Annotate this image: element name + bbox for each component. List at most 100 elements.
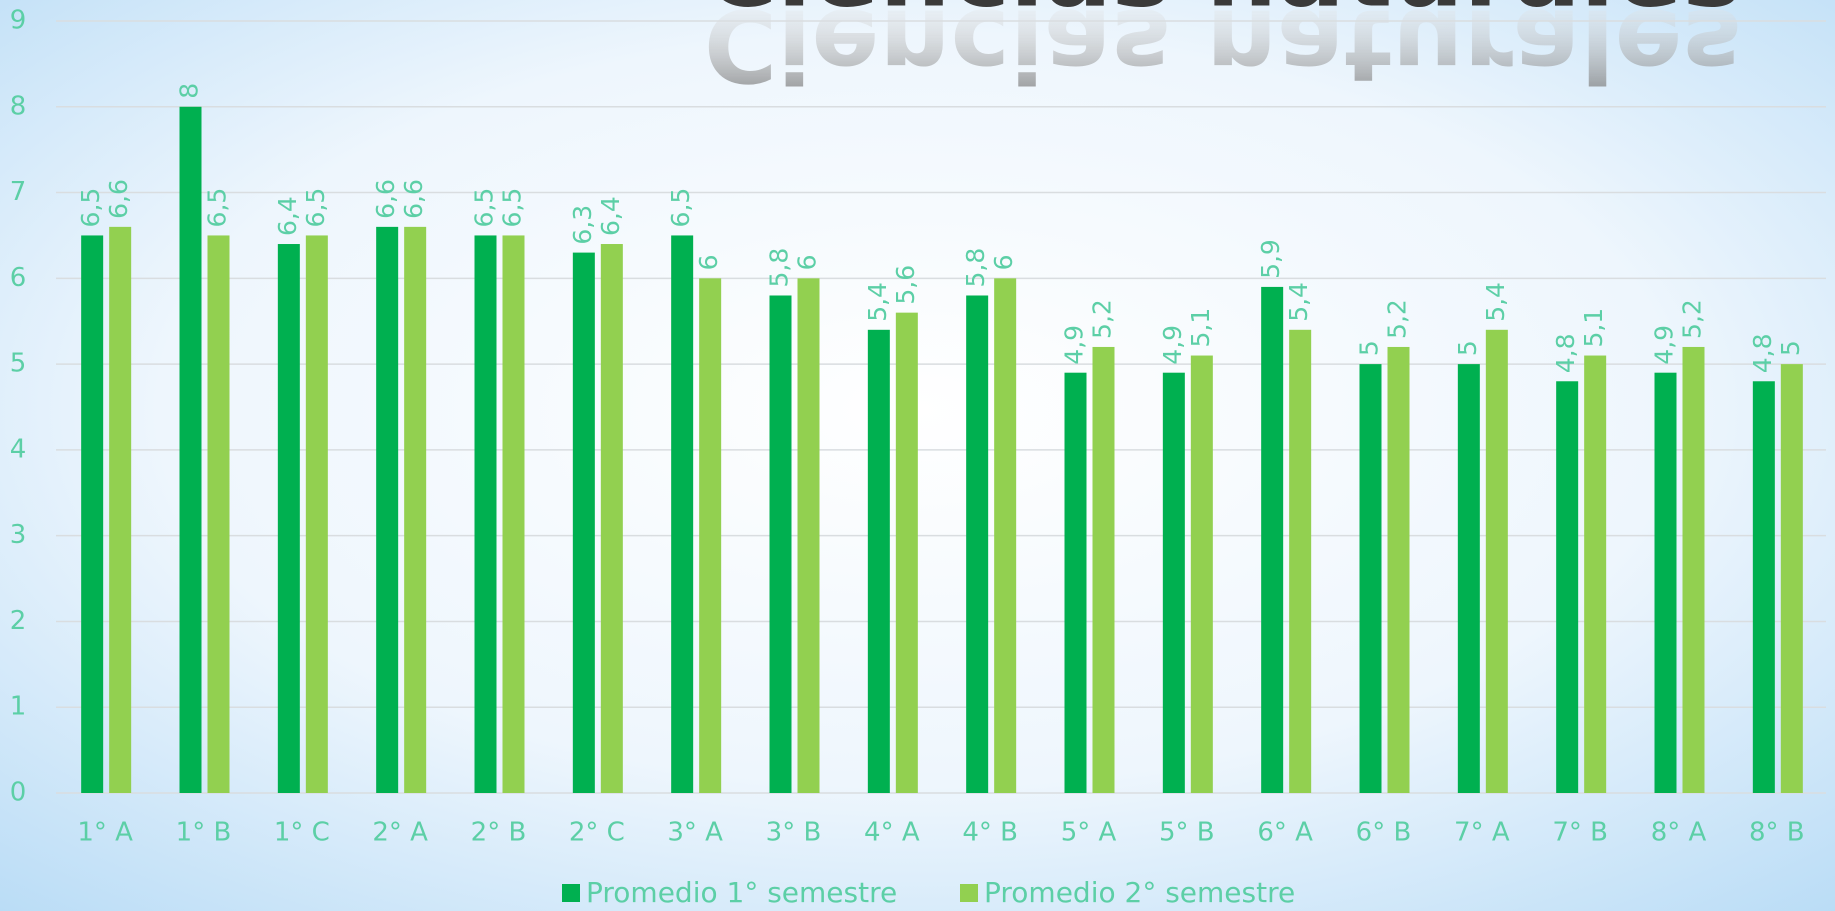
data-label: 5: [1355, 340, 1384, 356]
data-label: 6,5: [301, 188, 330, 228]
bar: [474, 235, 497, 793]
y-tick-label: 6: [10, 263, 27, 293]
bar: [1584, 355, 1607, 793]
data-label: 4,9: [1650, 325, 1679, 365]
bar: [994, 278, 1017, 793]
data-label: 4,9: [1060, 325, 1089, 365]
x-tick-label: 8° A: [1651, 818, 1707, 848]
bar: [1190, 355, 1213, 793]
data-label: 5,1: [1186, 308, 1215, 348]
y-tick-label: 0: [10, 778, 27, 808]
bar: [1780, 364, 1803, 793]
y-tick-label: 8: [10, 91, 27, 121]
x-tick-label: 6° A: [1257, 818, 1313, 848]
bar: [1556, 381, 1579, 793]
data-label: 5,4: [1481, 282, 1510, 322]
bar: [277, 244, 300, 793]
legend-label: Promedio 1° semestre: [586, 876, 897, 909]
bar: [1387, 346, 1410, 793]
data-label: 5,1: [1579, 308, 1608, 348]
data-label: 5,8: [961, 248, 990, 288]
legend-label: Promedio 2° semestre: [984, 876, 1295, 909]
x-tick-label: 2° A: [372, 818, 428, 848]
data-label: 6,3: [568, 205, 597, 245]
x-tick-label: 6° B: [1356, 818, 1412, 848]
bar: [572, 252, 595, 794]
data-label: 6,6: [371, 179, 400, 219]
x-tick-label: 7° A: [1454, 818, 1510, 848]
bar: [1064, 372, 1087, 793]
x-tick-label: 1° A: [77, 818, 133, 848]
legend-swatch: [960, 884, 978, 902]
bar: [376, 226, 399, 793]
x-tick-label: 2° C: [569, 818, 625, 848]
bar: [109, 226, 132, 793]
bar: [1457, 364, 1480, 793]
data-label: 4,9: [1158, 325, 1187, 365]
bar: [895, 312, 918, 793]
data-label: 6,4: [596, 196, 625, 236]
legend-swatch: [562, 884, 580, 902]
data-label: 5,2: [1678, 299, 1707, 339]
data-label: 6: [694, 254, 723, 270]
x-tick-label: 8° B: [1749, 818, 1805, 848]
x-tick-label: 2° B: [471, 818, 527, 848]
chart-title-reflection: Ciencias naturales: [704, 0, 1742, 104]
data-label: 6,5: [470, 188, 499, 228]
data-label: 6,5: [666, 188, 695, 228]
bar: [600, 244, 623, 793]
data-label: 5,2: [1383, 299, 1412, 339]
y-tick-label: 7: [10, 177, 27, 207]
data-label: 4,8: [1748, 334, 1777, 374]
data-label: 5,6: [891, 265, 920, 305]
data-label: 6,4: [273, 196, 302, 236]
data-label: 6: [989, 254, 1018, 270]
data-label: 4,8: [1551, 334, 1580, 374]
x-tick-label: 5° B: [1159, 818, 1215, 848]
bar: [1485, 329, 1508, 793]
bar: [966, 295, 989, 793]
x-tick-label: 4° A: [864, 818, 920, 848]
bar: [1752, 381, 1775, 793]
data-label: 5,8: [765, 248, 794, 288]
x-tick-label: 1° B: [176, 818, 232, 848]
x-tick-label: 1° C: [274, 818, 330, 848]
y-tick-label: 1: [10, 692, 27, 722]
y-tick-label: 9: [10, 6, 27, 36]
y-tick-label: 4: [10, 434, 27, 464]
data-label: 6,5: [203, 188, 232, 228]
data-label: 5: [1453, 340, 1482, 356]
x-tick-label: 3° B: [766, 818, 822, 848]
bar: [1289, 329, 1312, 793]
bar: [81, 235, 104, 793]
bar: [179, 106, 202, 794]
bar: [1092, 346, 1115, 793]
chart-title: Ciencias naturales: [704, 0, 1742, 29]
x-tick-label: 5° A: [1061, 818, 1117, 848]
data-label: 5,4: [1284, 282, 1313, 322]
bar: [404, 226, 427, 793]
data-label: 6,6: [399, 179, 428, 219]
bar: [207, 235, 230, 793]
y-tick-label: 5: [10, 349, 27, 379]
bar: [867, 329, 890, 793]
data-label: 5,9: [1256, 239, 1285, 279]
bar: [305, 235, 328, 793]
data-label: 5,4: [863, 282, 892, 322]
bar: [671, 235, 694, 793]
data-label: 8: [175, 83, 204, 99]
bar: [1261, 286, 1284, 793]
y-tick-label: 2: [10, 606, 27, 636]
bar: [502, 235, 525, 793]
bar: [769, 295, 792, 793]
x-tick-label: 4° B: [962, 818, 1018, 848]
data-label: 5,2: [1088, 299, 1117, 339]
bar: [797, 278, 820, 793]
y-tick-label: 3: [10, 520, 27, 550]
bar: [1162, 372, 1185, 793]
bar: [1682, 346, 1705, 793]
data-label: 5: [1776, 340, 1805, 356]
data-label: 6,6: [104, 179, 133, 219]
